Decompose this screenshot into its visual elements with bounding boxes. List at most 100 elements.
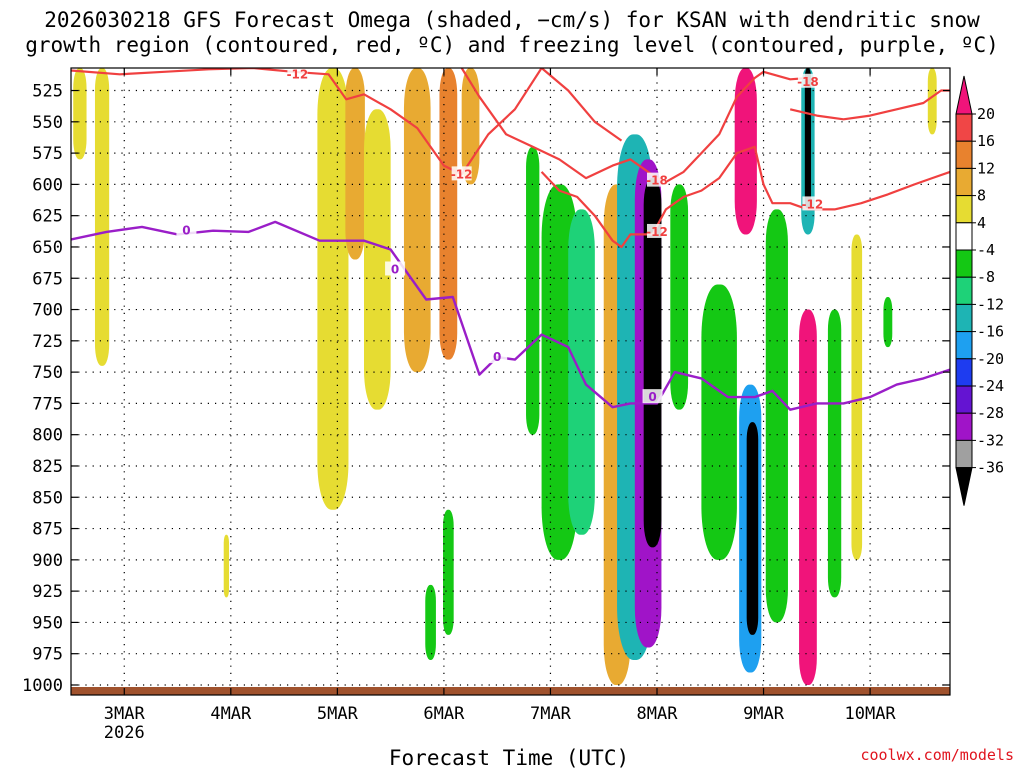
y-tick-label-575: 575 (32, 144, 63, 164)
omega-time-height-chart: 2026030218 GFS Forecast Omega (shaded, −… (0, 0, 1024, 768)
x-tick-label-9MAR: 9MAR (743, 704, 785, 724)
x-tick-label-7MAR: 7MAR (530, 704, 572, 724)
colorbar-bin-1 (956, 114, 972, 141)
y-tick-label-900: 900 (32, 551, 63, 571)
contour-label-dgz-12-lower-0: -12 (646, 225, 668, 239)
y-tick-label-550: 550 (32, 113, 63, 133)
contour-label-dgz-12-upper-1: -12 (451, 167, 473, 181)
colorbar-label-5: -4 (977, 241, 995, 259)
omega-region-5 (404, 68, 431, 372)
omega-region-30 (928, 68, 937, 134)
y-tick-label-1000: 1000 (22, 676, 63, 696)
omega-region-26 (805, 68, 811, 209)
chart-title-line-2: growth region (contoured, red, ºC) and f… (25, 33, 999, 57)
colorbar-bin-6 (956, 250, 972, 277)
credit-text: coolwx.com/models (860, 746, 1014, 764)
colorbar-label-7: -12 (977, 295, 1004, 313)
omega-region-28 (851, 234, 862, 559)
omega-region-24 (799, 310, 817, 685)
omega-region-13 (568, 209, 595, 534)
colorbar-label-9: -20 (977, 350, 1004, 368)
y-tick-label-625: 625 (32, 207, 63, 227)
contour-label-freezing-0-0: 0 (182, 224, 190, 238)
colorbar-bin-9 (956, 332, 972, 359)
colorbar-label-4: 4 (977, 214, 986, 232)
omega-region-23 (766, 209, 788, 622)
x-axis-label: Forecast Time (UTC) (389, 746, 629, 768)
y-tick-label-825: 825 (32, 457, 63, 477)
colorbar-bin-top-arrow (956, 76, 972, 114)
colorbar-bin-bottom-arrow (956, 468, 972, 506)
colorbar-label-2: 12 (977, 159, 995, 177)
omega-region-6 (439, 68, 457, 360)
y-tick-label-850: 850 (32, 488, 63, 508)
colorbar-bin-13 (956, 440, 972, 467)
colorbar-bin-8 (956, 304, 972, 331)
x-tick-label-8MAR: 8MAR (637, 704, 679, 724)
omega-shading (73, 68, 936, 685)
colorbar-label-11: -28 (977, 404, 1004, 422)
omega-region-22 (735, 68, 757, 234)
contour-freezing-0 (71, 222, 950, 410)
omega-region-1 (95, 68, 109, 366)
omega-region-19 (701, 285, 737, 560)
colorbar-label-8: -16 (977, 323, 1004, 341)
x-tick-label-3MAR: 3MAR (104, 704, 146, 724)
omega-region-29 (883, 297, 892, 347)
omega-region-27 (828, 310, 841, 598)
contour-label-dgz-18-0: -18 (646, 174, 668, 188)
ground-strip (71, 687, 950, 695)
colorbar-bin-7 (956, 277, 972, 304)
colorbar-label-13: -36 (977, 459, 1004, 477)
contour-label-freezing-0-2: 0 (493, 350, 501, 364)
colorbar-label-0: 20 (977, 105, 995, 123)
x-tick-label-5MAR: 5MAR (317, 704, 359, 724)
x-tick-sublabel-3MAR: 2026 (104, 723, 145, 743)
y-tick-label-925: 925 (32, 582, 63, 602)
y-tick-label-800: 800 (32, 426, 63, 446)
omega-region-11 (526, 147, 539, 435)
y-tick-label-600: 600 (32, 175, 63, 195)
x-tick-label-4MAR: 4MAR (210, 704, 252, 724)
colorbar-bin-2 (956, 141, 972, 168)
contour-label-dgz-12-lower-1: -12 (802, 197, 824, 211)
colorbar-bin-10 (956, 359, 972, 386)
colorbar-bin-4 (956, 196, 972, 223)
colorbar-legend: 20 16 12 8 4 -4 -8 -12 -16 -20 -24 -28 -32 -36 (956, 76, 1004, 506)
y-tick-label-775: 775 (32, 394, 63, 414)
contour-label-dgz-18-1: -18 (797, 75, 819, 89)
omega-region-4 (364, 109, 391, 409)
x-tick-label-10MAR: 10MAR (844, 704, 896, 724)
contour-label-dgz-12-upper-0: -12 (287, 67, 309, 81)
grid-lines (71, 68, 950, 695)
colorbar-label-10: -24 (977, 377, 1004, 395)
plot-frame (71, 68, 950, 695)
omega-region-8 (224, 535, 229, 598)
temperature-contours: 0 0 0 0 -12 -12 -18 -18 -12 -12 (71, 66, 950, 409)
colorbar-label-6: -8 (977, 268, 995, 286)
y-tick-label-950: 950 (32, 613, 63, 633)
colorbar-label-12: -32 (977, 431, 1004, 449)
contour-label-freezing-0-1: 0 (391, 262, 399, 276)
y-tick-label-525: 525 (32, 82, 63, 102)
colorbar-bin-11 (956, 386, 972, 413)
colorbar-bin-12 (956, 413, 972, 440)
omega-region-0 (73, 68, 86, 159)
x-tick-label-6MAR: 6MAR (423, 704, 465, 724)
omega-region-10 (443, 510, 454, 635)
colorbar-bin-5 (956, 223, 972, 250)
contour-label-freezing-0-3: 0 (648, 390, 656, 404)
omega-region-2 (317, 68, 348, 510)
colorbar-label-1: 16 (977, 132, 995, 150)
y-tick-label-750: 750 (32, 363, 63, 383)
y-tick-label-975: 975 (32, 645, 63, 665)
colorbar-bin-3 (956, 168, 972, 195)
chart-title-line-1: 2026030218 GFS Forecast Omega (shaded, −… (44, 8, 980, 32)
y-tick-label-675: 675 (32, 269, 63, 289)
y-tick-label-875: 875 (32, 520, 63, 540)
omega-region-9 (425, 585, 436, 660)
plot-area: 0 0 0 0 -12 -12 -18 -18 -12 -12 (71, 66, 950, 695)
y-tick-label-700: 700 (32, 301, 63, 321)
y-tick-label-650: 650 (32, 238, 63, 258)
colorbar-label-3: 8 (977, 187, 986, 205)
